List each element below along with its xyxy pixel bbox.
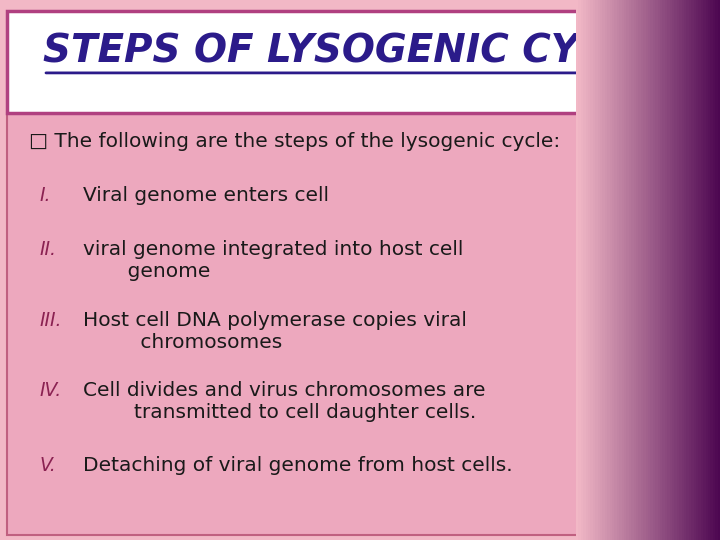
Text: I.: I. [40,186,51,205]
Text: Detaching of viral genome from host cells.: Detaching of viral genome from host cell… [83,456,513,475]
Text: □ The following are the steps of the lysogenic cycle:: □ The following are the steps of the lys… [29,132,560,151]
Text: viral genome integrated into host cell
       genome: viral genome integrated into host cell g… [83,240,463,281]
Text: Viral genome enters cell: Viral genome enters cell [83,186,329,205]
Text: STEPS OF LYSOGENIC CYCLE:: STEPS OF LYSOGENIC CYCLE: [43,32,673,70]
FancyBboxPatch shape [7,11,598,113]
Text: V.: V. [40,456,56,475]
Text: Cell divides and virus chromosomes are
        transmitted to cell daughter cell: Cell divides and virus chromosomes are t… [83,381,485,422]
Text: IV.: IV. [40,381,62,400]
Text: III.: III. [40,310,62,329]
Text: Host cell DNA polymerase copies viral
         chromosomes: Host cell DNA polymerase copies viral ch… [83,310,467,352]
Text: II.: II. [40,240,57,259]
FancyBboxPatch shape [7,113,598,535]
